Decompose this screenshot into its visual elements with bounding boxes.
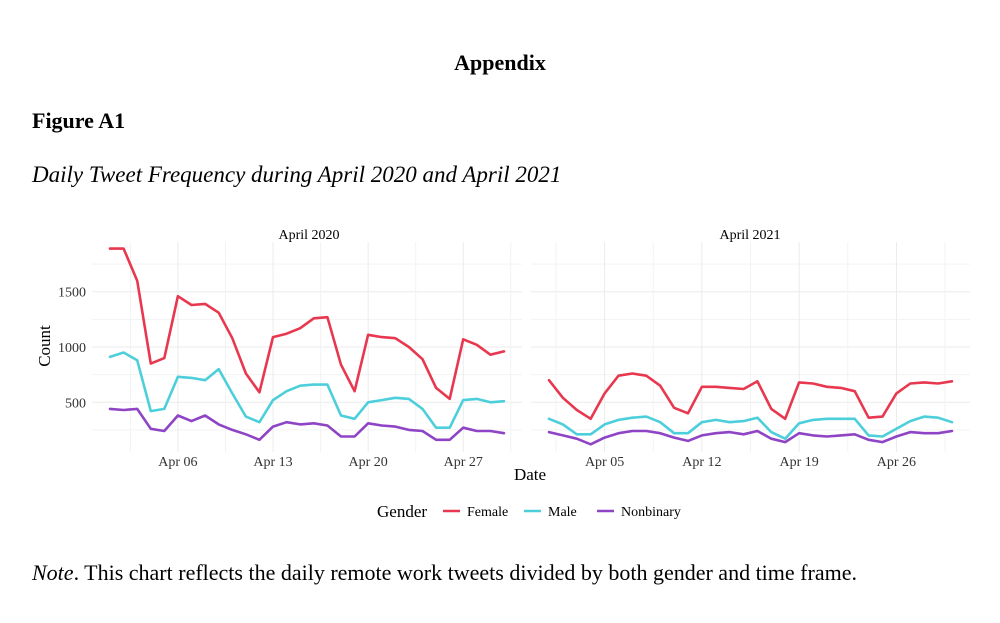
ytick-label: 1000 bbox=[58, 341, 86, 356]
panel-2020-xtick-label: Apr 27 bbox=[444, 455, 483, 470]
legend-label-male: Male bbox=[548, 505, 577, 520]
legend-title: Gender bbox=[377, 502, 427, 521]
ytick-label: 1500 bbox=[58, 286, 86, 301]
legend-label-female: Female bbox=[467, 505, 508, 520]
panel-2021-xtick-label: Apr 19 bbox=[779, 455, 818, 470]
panel-2020-series-male bbox=[108, 351, 506, 430]
figure-label: Figure A1 bbox=[32, 108, 126, 133]
panel-2021-series-nonbinary bbox=[547, 429, 954, 446]
panel-2021-xtick-label: Apr 05 bbox=[585, 455, 624, 470]
figure-note: Note. This chart reflects the daily remo… bbox=[32, 560, 857, 586]
panel-2020-series-female bbox=[108, 247, 506, 401]
y-axis-label: Count bbox=[35, 325, 54, 367]
panel-2020-title: April 2020 bbox=[278, 228, 339, 243]
legend-label-nonbinary: Nonbinary bbox=[621, 505, 681, 520]
panel-2020-xtick-label: Apr 13 bbox=[253, 455, 292, 470]
x-axis-label: Date bbox=[514, 465, 546, 484]
ytick-label: 500 bbox=[65, 396, 86, 411]
panel-2021-xtick-label: Apr 26 bbox=[877, 455, 916, 470]
panel-2021-series-female bbox=[547, 372, 954, 421]
panel-2020-series-nonbinary bbox=[108, 407, 506, 442]
note-text: . This chart reflects the daily remote w… bbox=[73, 560, 857, 585]
panel-2021-xtick-label: Apr 12 bbox=[682, 455, 721, 470]
panel-2020-xtick-label: Apr 20 bbox=[348, 455, 387, 470]
figure-caption: Daily Tweet Frequency during April 2020 … bbox=[32, 162, 562, 187]
panel-2020-xtick-label: Apr 06 bbox=[158, 455, 197, 470]
note-prefix: Note bbox=[32, 560, 74, 585]
panel-2021-series-male bbox=[547, 415, 954, 441]
panel-2021-title: April 2021 bbox=[719, 228, 780, 243]
appendix-title: Appendix bbox=[454, 50, 546, 75]
